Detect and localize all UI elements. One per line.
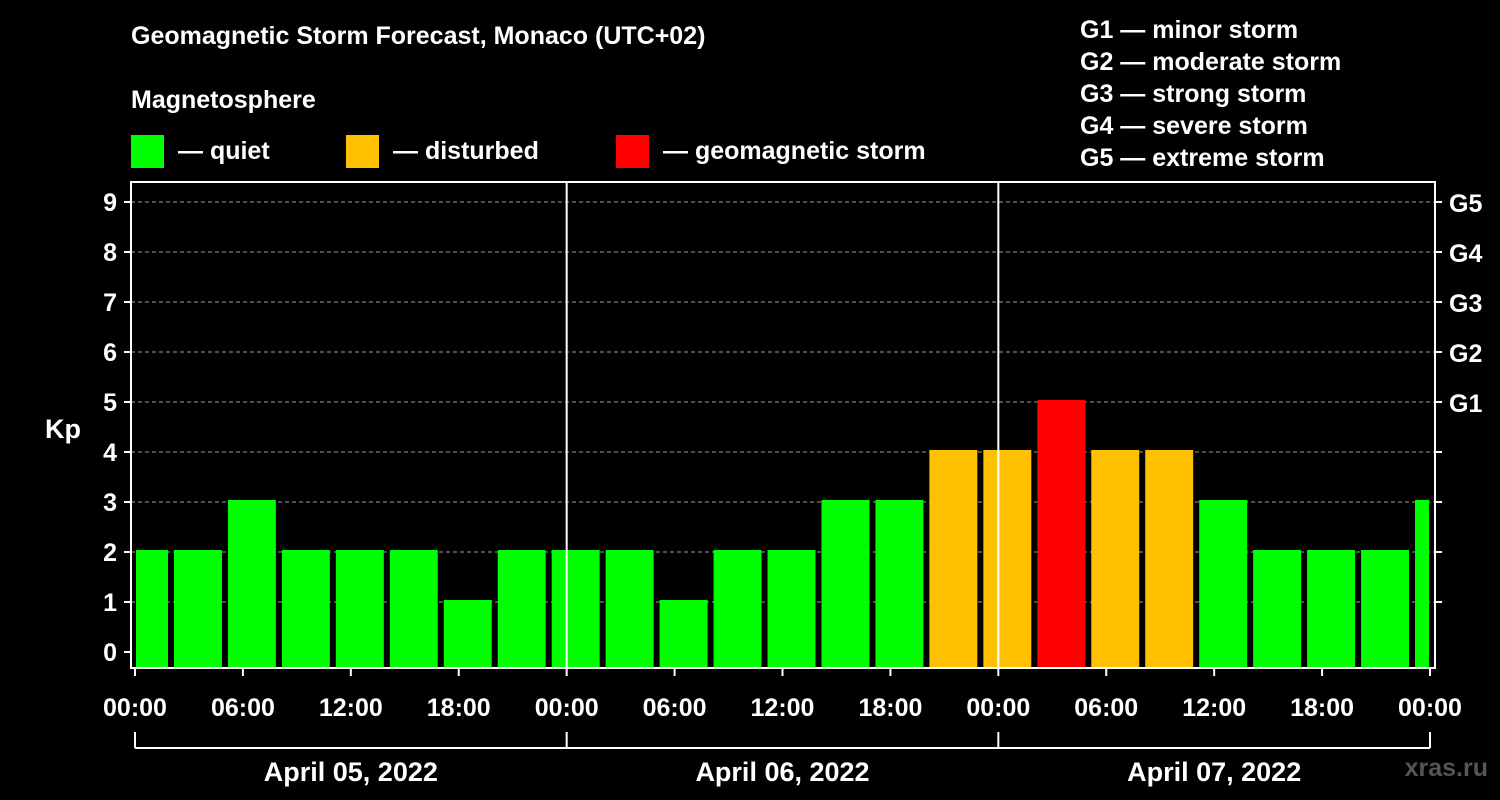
x-tick-label: 18:00 bbox=[1290, 694, 1354, 722]
x-tick-label: 00:00 bbox=[103, 694, 167, 722]
kp-bar bbox=[767, 550, 816, 668]
x-tick-label: 12:00 bbox=[751, 694, 815, 722]
kp-bar bbox=[173, 550, 222, 668]
y-tick-label: 3 bbox=[103, 489, 117, 517]
kp-bar bbox=[1415, 500, 1429, 668]
watermark: xras.ru bbox=[1404, 754, 1488, 782]
x-tick-label: 18:00 bbox=[427, 694, 491, 722]
kp-bar bbox=[443, 600, 492, 668]
legend-label-disturbed: — disturbed bbox=[393, 136, 539, 165]
x-tick-label: 12:00 bbox=[319, 694, 383, 722]
x-tick-label: 06:00 bbox=[643, 694, 707, 722]
x-tick-label: 06:00 bbox=[211, 694, 275, 722]
kp-bar bbox=[713, 550, 762, 668]
kp-bar bbox=[1037, 400, 1086, 668]
kp-bar bbox=[605, 550, 654, 668]
x-tick-label: 00:00 bbox=[535, 694, 599, 722]
storm-scale-legend: G1 — minor storm G2 — moderate storm G3 … bbox=[1080, 14, 1341, 174]
kp-bar bbox=[1145, 450, 1194, 668]
kp-bar bbox=[821, 500, 870, 668]
legend-swatch-disturbed bbox=[346, 134, 379, 168]
day-label: April 06, 2022 bbox=[695, 757, 869, 787]
kp-bar bbox=[389, 550, 438, 668]
x-tick-label: 12:00 bbox=[1182, 694, 1246, 722]
y-tick-label: 1 bbox=[103, 589, 117, 617]
x-tick-label: 00:00 bbox=[1398, 694, 1462, 722]
kp-bar bbox=[551, 550, 600, 668]
legend-swatch-storm bbox=[616, 134, 649, 168]
y-tick-label: 7 bbox=[103, 289, 117, 317]
legend-item-quiet: — quiet bbox=[131, 134, 270, 168]
g-scale-label: G1 bbox=[1449, 390, 1482, 418]
legend-swatch-quiet bbox=[131, 134, 164, 168]
day-label: April 07, 2022 bbox=[1127, 757, 1301, 787]
chart-subtitle: Magnetosphere bbox=[131, 86, 316, 114]
g-scale-label: G4 bbox=[1449, 240, 1482, 268]
g-scale-label: G3 bbox=[1449, 290, 1482, 318]
storm-scale-g5: G5 — extreme storm bbox=[1080, 144, 1325, 172]
g-scale-label: G2 bbox=[1449, 340, 1482, 368]
x-tick-label: 18:00 bbox=[858, 694, 922, 722]
kp-bar bbox=[1091, 450, 1140, 668]
kp-bar bbox=[875, 500, 924, 668]
y-tick-label: 4 bbox=[103, 439, 117, 467]
kp-bar bbox=[227, 500, 276, 668]
y-tick-label: 0 bbox=[103, 639, 117, 667]
legend-item-disturbed: — disturbed bbox=[346, 134, 539, 168]
g-scale-label: G5 bbox=[1449, 190, 1482, 218]
y-tick-label: 8 bbox=[103, 239, 117, 267]
day-label: April 05, 2022 bbox=[264, 757, 438, 787]
kp-bar bbox=[1361, 550, 1410, 668]
y-tick-label: 5 bbox=[103, 389, 117, 417]
y-axis-label: Kp bbox=[45, 414, 81, 444]
y-tick-label: 9 bbox=[103, 189, 117, 217]
x-tick-label: 00:00 bbox=[966, 694, 1030, 722]
kp-bar bbox=[929, 450, 978, 668]
kp-bar bbox=[659, 600, 708, 668]
y-tick-label: 6 bbox=[103, 339, 117, 367]
kp-bar bbox=[136, 550, 168, 668]
kp-bar bbox=[1307, 550, 1356, 668]
kp-bar bbox=[497, 550, 546, 668]
kp-bar bbox=[1253, 550, 1302, 668]
y-tick-label: 2 bbox=[103, 539, 117, 567]
storm-scale-g4: G4 — severe storm bbox=[1080, 112, 1308, 140]
kp-bar bbox=[281, 550, 330, 668]
chart-title: Geomagnetic Storm Forecast, Monaco (UTC+… bbox=[131, 22, 706, 50]
storm-scale-g2: G2 — moderate storm bbox=[1080, 48, 1342, 76]
storm-scale-g1: G1 — minor storm bbox=[1080, 16, 1299, 44]
legend-item-storm: — geomagnetic storm bbox=[616, 134, 926, 168]
legend-label-storm: — geomagnetic storm bbox=[663, 136, 926, 165]
legend-label-quiet: — quiet bbox=[178, 136, 270, 165]
storm-scale-g3: G3 — strong storm bbox=[1080, 80, 1307, 108]
kp-bar bbox=[1199, 500, 1248, 668]
kp-bar bbox=[983, 450, 1032, 668]
x-tick-label: 06:00 bbox=[1074, 694, 1138, 722]
kp-bar bbox=[335, 550, 384, 668]
